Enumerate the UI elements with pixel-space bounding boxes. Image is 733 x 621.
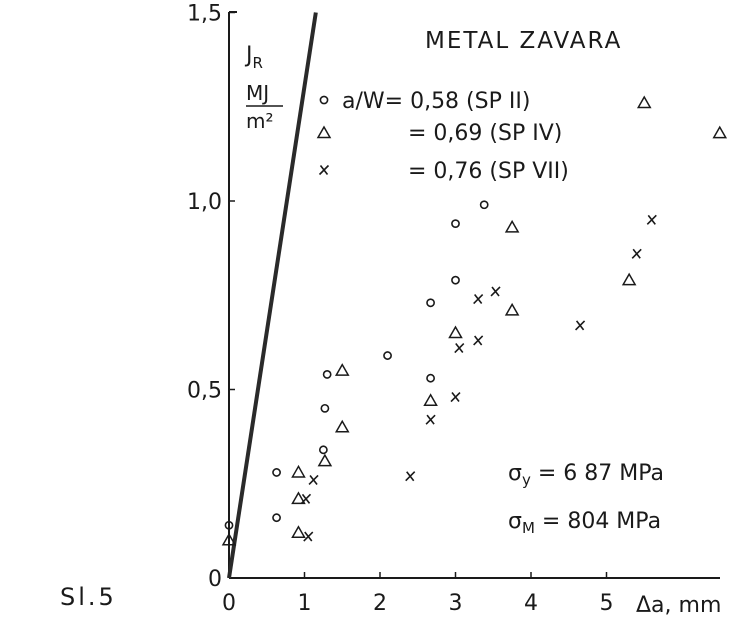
y-unit-numerator: MJ bbox=[246, 81, 269, 105]
figure-label: Sl.5 bbox=[60, 583, 117, 611]
data-point-x bbox=[303, 531, 314, 542]
data-point-x bbox=[473, 293, 484, 305]
data-point-circle bbox=[320, 403, 330, 413]
y-tick-label: 0 bbox=[208, 567, 222, 592]
x-tick-label: 3 bbox=[449, 591, 463, 616]
data-point-triangle bbox=[334, 363, 350, 376]
data-point-circle bbox=[272, 468, 281, 477]
y-tick-label: 0,5 bbox=[187, 379, 222, 404]
y-tick-label: 1,0 bbox=[187, 190, 222, 215]
data-point-x bbox=[575, 320, 586, 331]
data-point-triangle bbox=[334, 419, 350, 433]
data-point-x bbox=[454, 342, 465, 354]
legend-entry-1: a/W= 0,58 (SP II) bbox=[342, 89, 530, 114]
data-points bbox=[221, 95, 728, 546]
data-point-circle bbox=[322, 370, 332, 379]
data-point-circle bbox=[451, 219, 460, 229]
legend-entry-2: = 0,69 (SP IV) bbox=[408, 121, 562, 146]
y-axis-label-main: J bbox=[244, 43, 253, 68]
x-tick-label: 5 bbox=[600, 591, 614, 616]
legend-marker-x bbox=[318, 164, 330, 176]
data-point-triangle bbox=[636, 95, 652, 109]
data-point-triangle bbox=[291, 491, 306, 505]
tensile-strength-symbol: σ bbox=[508, 509, 522, 534]
data-point-triangle bbox=[448, 325, 463, 339]
x-tick-label: 1 bbox=[298, 591, 312, 616]
data-point-x bbox=[300, 493, 312, 504]
yield-strength-annotation: σy = 6 87 MPa bbox=[508, 461, 664, 489]
data-point-x bbox=[631, 248, 642, 259]
data-point-x bbox=[450, 391, 461, 403]
data-point-circle bbox=[272, 513, 281, 523]
data-point-triangle bbox=[712, 125, 728, 139]
legend-marker-triangle bbox=[316, 125, 332, 139]
data-point-triangle bbox=[291, 525, 306, 539]
data-point-triangle bbox=[423, 393, 438, 407]
y-axis-label-sub: R bbox=[253, 54, 263, 72]
axis-ticks: 0 1 2 3 4 5 0 0,5 1,0 1,5 bbox=[187, 2, 614, 617]
data-point-triangle bbox=[504, 219, 520, 233]
data-point-triangle bbox=[221, 532, 237, 546]
y-tick-label: 1,5 bbox=[187, 2, 222, 27]
data-point-circle bbox=[426, 298, 435, 308]
x-tick-label: 2 bbox=[373, 591, 387, 616]
legend-marker-circle bbox=[319, 95, 329, 105]
tensile-strength-annotation: σM = 804 MPa bbox=[508, 509, 661, 537]
data-point-triangle bbox=[291, 464, 306, 478]
y-unit-denominator: m² bbox=[246, 109, 274, 133]
data-point-circle bbox=[426, 373, 435, 383]
data-point-circle bbox=[224, 520, 234, 530]
yield-strength-value: = 6 87 MPa bbox=[531, 461, 664, 486]
tensile-strength-value: = 804 MPa bbox=[535, 509, 661, 534]
data-point-circle bbox=[383, 351, 392, 360]
legend-entry-3: = 0,76 (SP VII) bbox=[408, 159, 569, 184]
yield-strength-sub: y bbox=[522, 471, 531, 489]
yield-strength-symbol: σ bbox=[508, 461, 522, 486]
data-point-circle bbox=[451, 275, 460, 285]
data-point-triangle bbox=[317, 453, 333, 467]
data-point-x bbox=[308, 474, 319, 486]
y-axis-label: JR bbox=[244, 43, 263, 72]
x-tick-label: 0 bbox=[222, 591, 236, 616]
legend-markers bbox=[316, 95, 332, 176]
x-axis-label: Δa, mm bbox=[636, 593, 721, 618]
data-point-x bbox=[405, 471, 416, 482]
data-point-triangle bbox=[504, 302, 520, 316]
blunting-line bbox=[227, 12, 318, 579]
data-point-x bbox=[646, 214, 657, 225]
data-point-circle bbox=[479, 200, 489, 210]
data-point-triangle bbox=[621, 272, 637, 286]
legend: a/W= 0,58 (SP II) = 0,69 (SP IV) = 0,76 … bbox=[316, 89, 569, 184]
data-point-x bbox=[490, 286, 501, 297]
x-tick-label: 4 bbox=[524, 591, 538, 616]
chart-title: METAL ZAVARA bbox=[425, 28, 622, 54]
data-point-circle bbox=[318, 445, 328, 455]
tensile-strength-sub: M bbox=[522, 519, 535, 537]
data-point-x bbox=[425, 414, 436, 425]
data-point-x bbox=[473, 335, 484, 346]
